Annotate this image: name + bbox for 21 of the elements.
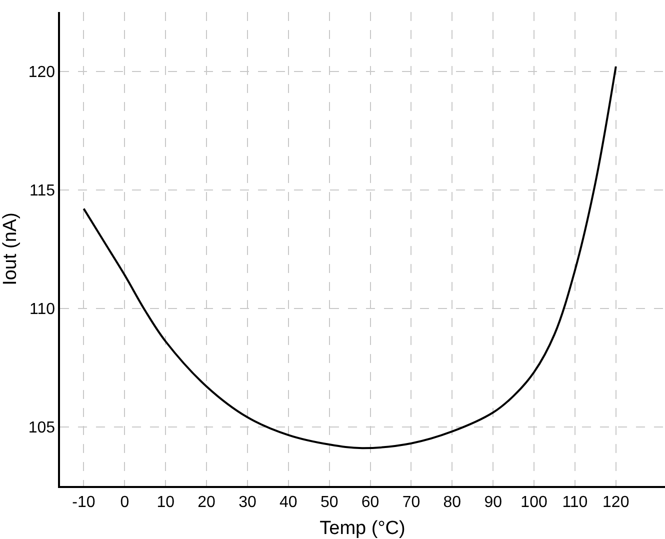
x-tick-label: 110 — [562, 494, 588, 511]
x-tick-label: 80 — [443, 494, 462, 511]
x-tick-label: 50 — [320, 494, 338, 511]
x-tick-label: 60 — [361, 494, 380, 511]
x-tick-label: 100 — [520, 494, 548, 511]
y-tick-label: 105 — [28, 419, 56, 436]
y-axis-title: Iout (nA) — [0, 212, 21, 286]
x-tick-label: 10 — [156, 494, 175, 511]
x-tick-label: -10 — [72, 494, 96, 511]
x-tick-label: 20 — [198, 494, 216, 511]
x-tick-label: 0 — [120, 494, 130, 511]
x-tick-label: 120 — [602, 494, 630, 511]
x-axis-title: Temp (°C) — [320, 518, 406, 539]
y-tick-label: 120 — [28, 64, 56, 81]
y-tick-label: 110 — [30, 300, 56, 318]
x-tick-label: 30 — [238, 494, 256, 511]
x-tick-label: 90 — [484, 494, 502, 511]
y-tick-label: 115 — [30, 182, 56, 200]
line-series — [82, 66, 617, 450]
x-tick-label: 70 — [402, 494, 420, 511]
x-tick-label: 40 — [280, 494, 298, 511]
